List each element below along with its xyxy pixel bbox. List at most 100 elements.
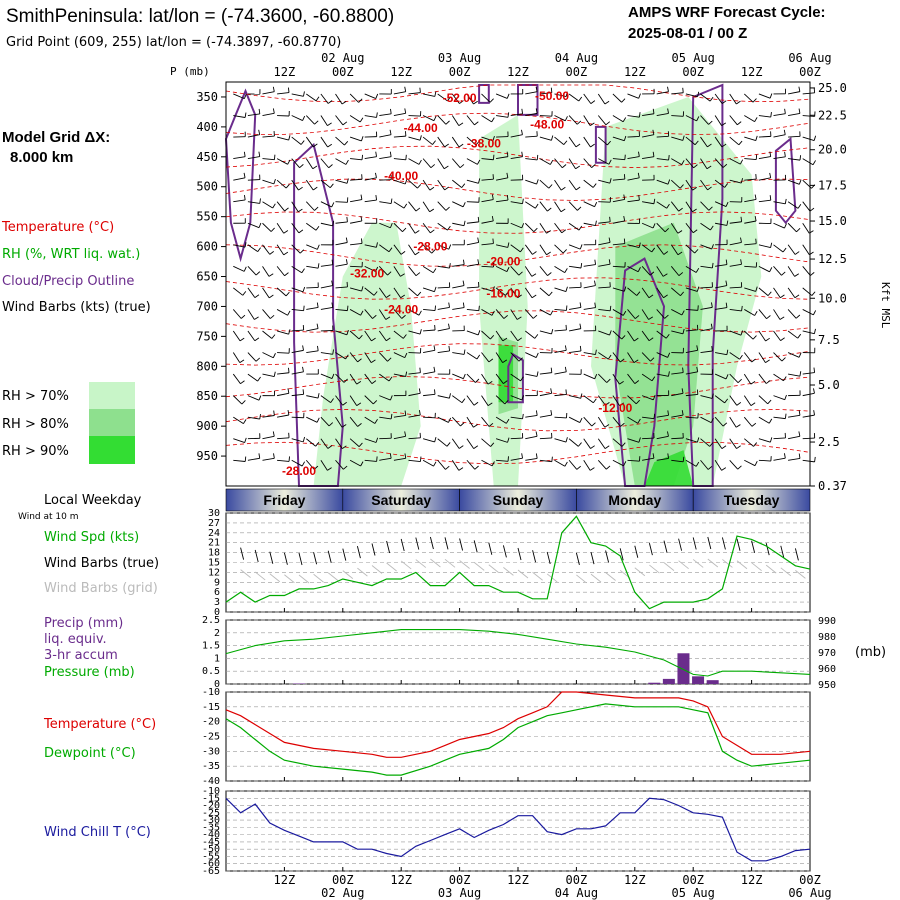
wind-barb-flag xyxy=(404,410,407,416)
wind-barb xyxy=(364,195,378,203)
wind-barb-shaft xyxy=(685,287,698,292)
wind-barb-shaft xyxy=(568,179,577,191)
surface-wind-barb xyxy=(707,536,712,550)
wind-barb-flag xyxy=(458,467,464,471)
wind-barb xyxy=(247,108,261,116)
wind-barb-shaft xyxy=(364,416,376,424)
wind-barb xyxy=(715,280,728,289)
wind-barb-shaft xyxy=(350,265,363,268)
pressure-tick-label: 700 xyxy=(196,299,218,313)
wind-barb-flag xyxy=(798,179,802,185)
wind-barb-flag xyxy=(302,366,304,372)
wind-barb-flag xyxy=(315,96,320,102)
wind-barb-shaft xyxy=(714,93,723,104)
wind-barb-flag xyxy=(591,422,596,427)
wind-barb-shaft xyxy=(554,459,566,467)
surface-wind-barb xyxy=(780,545,785,558)
wind-barb xyxy=(773,108,786,116)
wind-barb-flag xyxy=(459,164,465,169)
wind-barb-flag xyxy=(590,100,596,104)
wind-barb xyxy=(788,410,801,418)
wind-barb xyxy=(729,352,743,360)
wind-barb xyxy=(539,367,553,375)
wind-barb-flag xyxy=(463,220,466,226)
wind-barb-shaft xyxy=(568,438,579,447)
wind-barb-flag xyxy=(784,108,786,114)
wind-barb xyxy=(393,86,407,95)
wind-barb-flag xyxy=(448,302,450,308)
wind-barb-shaft xyxy=(714,416,724,427)
wind-barb-shaft xyxy=(452,264,465,267)
wind-barb xyxy=(714,460,727,471)
wind-barb-flag xyxy=(652,129,655,135)
surface-wind-barb xyxy=(342,548,347,561)
wind-barb xyxy=(671,111,685,117)
wind-barb-shaft xyxy=(247,287,256,298)
wind-barb xyxy=(335,136,349,146)
wind-barb-flag xyxy=(579,244,583,250)
wind-barb-shaft xyxy=(670,223,679,234)
wind-barb-shaft xyxy=(627,287,638,296)
temp-panel-tick-label: -20 xyxy=(202,717,220,728)
wind-barb-shaft xyxy=(802,266,811,276)
wind-barb-flag xyxy=(502,359,508,363)
wind-barb-flag xyxy=(548,184,553,189)
wind-barb-shaft xyxy=(525,112,538,116)
grid-wind-barb xyxy=(488,564,500,574)
wind-barb xyxy=(715,259,728,267)
wind-barb-shaft xyxy=(320,201,332,208)
wind-barb-flag xyxy=(448,417,452,423)
wind-barb-shaft xyxy=(232,352,241,363)
wind-barb-shaft xyxy=(262,457,275,461)
wind-barb-flag xyxy=(668,154,670,161)
wind-barb-shaft xyxy=(744,243,757,246)
wind-barb xyxy=(262,431,275,440)
wind-barb-flag xyxy=(738,140,743,146)
wind-barb xyxy=(773,88,786,95)
wind-barb-flag xyxy=(478,305,480,311)
wind-barb-shaft xyxy=(656,266,664,277)
wind-barb-shaft xyxy=(656,457,669,461)
wind-barb-shaft xyxy=(408,459,421,463)
wind-barb xyxy=(276,223,289,234)
wind-barb-shaft xyxy=(320,136,329,148)
wind-barb-shaft xyxy=(277,352,290,354)
wind-barb xyxy=(802,135,817,141)
wind-barb xyxy=(495,395,509,405)
wind-barb-flag xyxy=(551,456,553,462)
wind-barb-shaft xyxy=(598,330,610,336)
wind-barb-shaft xyxy=(320,179,331,189)
wind-barb-flag xyxy=(551,329,554,335)
wind-barb xyxy=(729,416,741,428)
wind-barb-shaft xyxy=(627,93,639,99)
wind-barb xyxy=(598,305,612,312)
wind-barb-shaft xyxy=(583,158,592,168)
wind-barb-flag xyxy=(375,93,379,99)
wind-barb-flag xyxy=(273,453,275,459)
wind-barb xyxy=(247,373,261,382)
wind-barb-shaft xyxy=(612,115,624,123)
wind-barb-shaft xyxy=(452,285,465,289)
wind-barb-shaft xyxy=(685,158,694,169)
wind-barb xyxy=(496,112,510,118)
wind-barb-shaft xyxy=(583,352,596,356)
wind-barb xyxy=(525,352,539,358)
wind-barb-shaft xyxy=(612,220,625,224)
wind-barb-flag xyxy=(562,249,567,254)
wind-barb xyxy=(291,201,303,213)
wind-barb-flag xyxy=(682,135,685,141)
wind-barb-shaft xyxy=(481,309,493,316)
windchill-panel-tick-label: -50 xyxy=(202,844,220,855)
wind-barb-shaft xyxy=(349,438,360,447)
wind-barb xyxy=(349,352,362,363)
wind-barb-flag xyxy=(386,337,391,342)
pressure-tick-label: 500 xyxy=(196,180,218,194)
wind-barb-shaft xyxy=(349,395,358,406)
wind-barb xyxy=(262,410,275,418)
wind-barb-flag xyxy=(429,186,435,191)
wind-barb-shaft xyxy=(481,373,489,385)
wind-barb xyxy=(349,309,364,316)
wind-barb-shaft xyxy=(743,352,752,363)
wind-barb-shaft xyxy=(262,309,271,319)
wind-barb-flag xyxy=(783,376,787,381)
